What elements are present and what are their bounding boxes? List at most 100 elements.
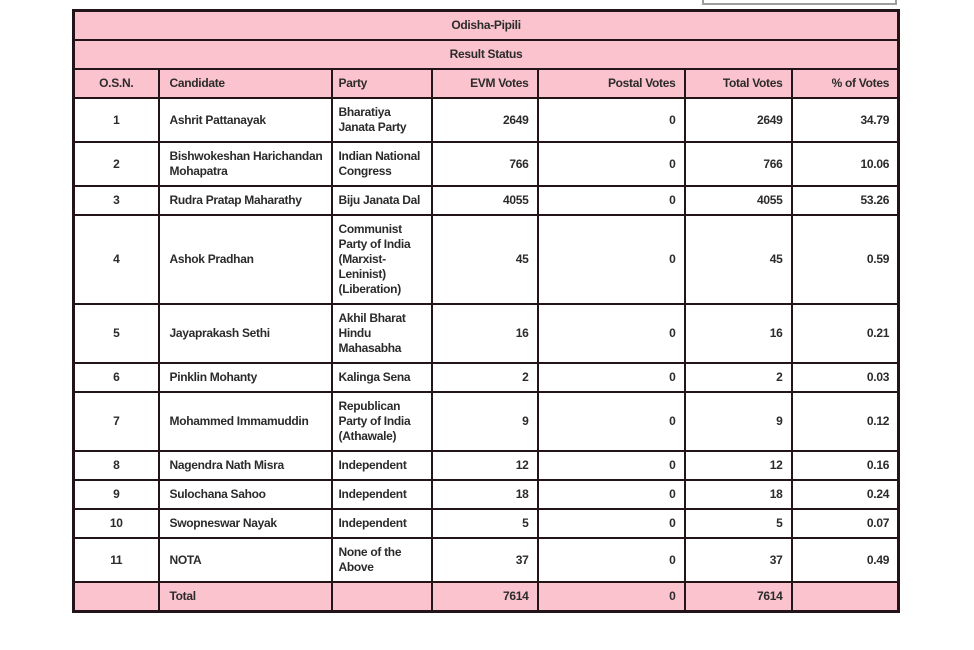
- party-cell: Biju Janata Dal: [330, 185, 433, 216]
- candidate-cell: Pinklin Mohanty: [157, 362, 333, 393]
- candidate-cell: Nagendra Nath Misra: [157, 450, 333, 481]
- osn-cell: 7: [72, 391, 160, 452]
- table-row: 9 Sulochana Sahoo Independent 18 0 18 0.…: [72, 479, 900, 510]
- col-header-evm-votes: EVM Votes: [430, 68, 539, 99]
- party-cell: Independent: [330, 479, 433, 510]
- postal-votes-cell: 0: [536, 362, 686, 393]
- osn-cell: 1: [72, 97, 160, 143]
- col-header-osn: O.S.N.: [72, 68, 160, 99]
- postal-votes-cell: 0: [536, 214, 686, 305]
- postal-votes-cell: 0: [536, 303, 686, 364]
- pct-votes-cell: 0.49: [790, 537, 900, 583]
- table-row: 5 Jayaprakash Sethi Akhil Bharat Hindu M…: [72, 303, 900, 364]
- subtitle-row: Result Status: [72, 39, 900, 70]
- col-header-postal-votes: Postal Votes: [536, 68, 686, 99]
- candidate-cell: Rudra Pratap Maharathy: [157, 185, 333, 216]
- evm-votes-cell: 16: [430, 303, 539, 364]
- pct-votes-cell: 53.26: [790, 185, 900, 216]
- postal-votes-cell: 0: [536, 391, 686, 452]
- evm-votes-cell: 45: [430, 214, 539, 305]
- postal-votes-cell: 0: [536, 141, 686, 187]
- pct-votes-cell: 34.79: [790, 97, 900, 143]
- total-votes-cell: 18: [683, 479, 793, 510]
- pct-votes-cell: 0.12: [790, 391, 900, 452]
- evm-votes-cell: 2649: [430, 97, 539, 143]
- total-votes-cell: 4055: [683, 185, 793, 216]
- osn-cell: 4: [72, 214, 160, 305]
- evm-votes-cell: 2: [430, 362, 539, 393]
- cropped-input-box[interactable]: [702, 0, 897, 5]
- candidate-cell: Jayaprakash Sethi: [157, 303, 333, 364]
- pct-votes-cell: 0.03: [790, 362, 900, 393]
- evm-votes-cell: 766: [430, 141, 539, 187]
- postal-votes-cell: 0: [536, 508, 686, 539]
- postal-votes-cell: 0: [536, 185, 686, 216]
- candidate-cell: Ashok Pradhan: [157, 214, 333, 305]
- pct-votes-cell: 0.16: [790, 450, 900, 481]
- total-votes-cell: 45: [683, 214, 793, 305]
- party-cell: Independent: [330, 450, 433, 481]
- party-cell: Republican Party of India (Athawale): [330, 391, 433, 452]
- postal-votes-cell: 0: [536, 479, 686, 510]
- title-row: Odisha-Pipili: [72, 9, 900, 41]
- evm-votes-cell: 5: [430, 508, 539, 539]
- postal-votes-cell: 0: [536, 537, 686, 583]
- total-party-cell: [330, 581, 433, 613]
- total-pct-votes-cell: [790, 581, 900, 613]
- postal-votes-cell: 0: [536, 97, 686, 143]
- total-row: Total 7614 0 7614: [72, 581, 900, 613]
- osn-cell: 9: [72, 479, 160, 510]
- total-total-votes-cell: 7614: [683, 581, 793, 613]
- osn-cell: 11: [72, 537, 160, 583]
- column-header-row: O.S.N. Candidate Party EVM Votes Postal …: [72, 68, 900, 99]
- osn-cell: 8: [72, 450, 160, 481]
- osn-cell: 10: [72, 508, 160, 539]
- candidate-cell: Swopneswar Nayak: [157, 508, 333, 539]
- pct-votes-cell: 0.24: [790, 479, 900, 510]
- constituency-title: Odisha-Pipili: [72, 9, 900, 41]
- candidate-cell: Bishwokeshan Harichandan Mohapatra: [157, 141, 333, 187]
- pct-votes-cell: 0.07: [790, 508, 900, 539]
- total-postal-votes-cell: 0: [536, 581, 686, 613]
- total-evm-votes-cell: 7614: [430, 581, 539, 613]
- evm-votes-cell: 9: [430, 391, 539, 452]
- evm-votes-cell: 18: [430, 479, 539, 510]
- party-cell: Kalinga Sena: [330, 362, 433, 393]
- table-row: 2 Bishwokeshan Harichandan Mohapatra Ind…: [72, 141, 900, 187]
- evm-votes-cell: 4055: [430, 185, 539, 216]
- candidate-cell: Sulochana Sahoo: [157, 479, 333, 510]
- col-header-total-votes: Total Votes: [683, 68, 793, 99]
- osn-cell: 5: [72, 303, 160, 364]
- evm-votes-cell: 12: [430, 450, 539, 481]
- pct-votes-cell: 0.21: [790, 303, 900, 364]
- pct-votes-cell: 10.06: [790, 141, 900, 187]
- table-row: 8 Nagendra Nath Misra Independent 12 0 1…: [72, 450, 900, 481]
- table-row: 11 NOTA None of the Above 37 0 37 0.49: [72, 537, 900, 583]
- candidate-cell: Ashrit Pattanayak: [157, 97, 333, 143]
- total-label-cell: Total: [157, 581, 333, 613]
- pct-votes-cell: 0.59: [790, 214, 900, 305]
- table-row: 10 Swopneswar Nayak Independent 5 0 5 0.…: [72, 508, 900, 539]
- total-votes-cell: 37: [683, 537, 793, 583]
- result-status-title: Result Status: [72, 39, 900, 70]
- party-cell: Akhil Bharat Hindu Mahasabha: [330, 303, 433, 364]
- osn-cell: 2: [72, 141, 160, 187]
- col-header-pct-votes: % of Votes: [790, 68, 900, 99]
- table-row: 1 Ashrit Pattanayak Bharatiya Janata Par…: [72, 97, 900, 143]
- table-row: 4 Ashok Pradhan Communist Party of India…: [72, 214, 900, 305]
- party-cell: Independent: [330, 508, 433, 539]
- table-row: 6 Pinklin Mohanty Kalinga Sena 2 0 2 0.0…: [72, 362, 900, 393]
- postal-votes-cell: 0: [536, 450, 686, 481]
- total-votes-cell: 12: [683, 450, 793, 481]
- col-header-party: Party: [330, 68, 433, 99]
- total-votes-cell: 2649: [683, 97, 793, 143]
- candidate-cell: Mohammed Immamuddin: [157, 391, 333, 452]
- osn-cell: 3: [72, 185, 160, 216]
- total-votes-cell: 16: [683, 303, 793, 364]
- total-osn-cell: [72, 581, 160, 613]
- total-votes-cell: 766: [683, 141, 793, 187]
- total-votes-cell: 5: [683, 508, 793, 539]
- total-votes-cell: 2: [683, 362, 793, 393]
- col-header-candidate: Candidate: [157, 68, 333, 99]
